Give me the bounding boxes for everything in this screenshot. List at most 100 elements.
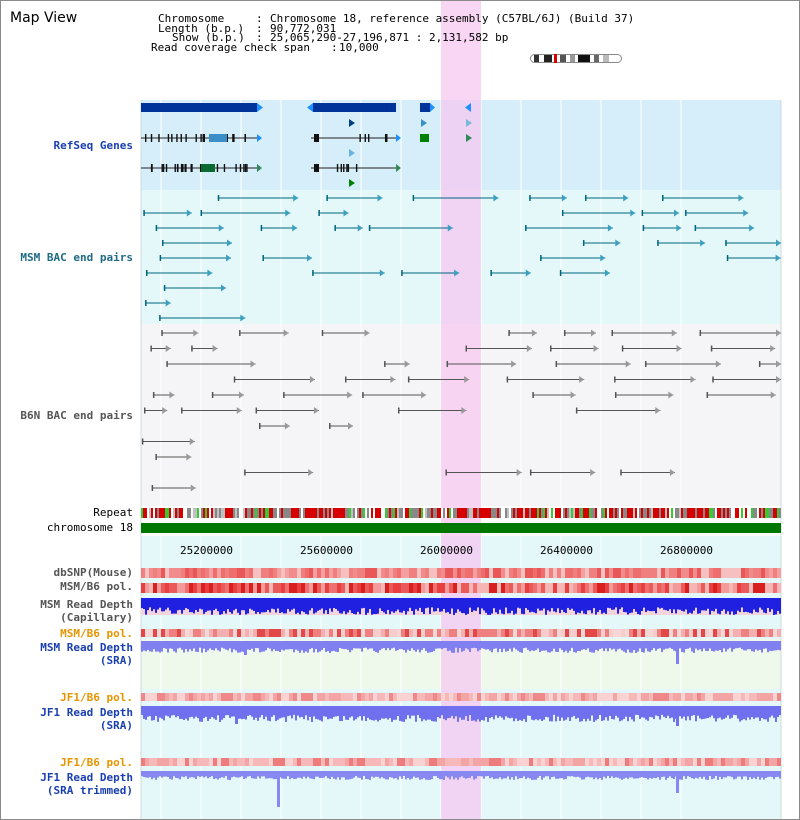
heat-cell (421, 568, 425, 578)
b6n-bac-label[interactable]: B6N BAC end pairs (20, 409, 133, 422)
heat-cell (153, 693, 157, 701)
depth-bar (541, 771, 543, 780)
heat-cell (261, 583, 265, 593)
bac-end (262, 255, 264, 261)
depth-bar (565, 641, 567, 651)
heat-cell (521, 693, 525, 701)
repeat-mark (525, 508, 527, 518)
bac-end (655, 407, 661, 414)
jf1-read-depth-sra-label[interactable]: JF1 Read Depth (40, 706, 133, 719)
depth-bar (673, 598, 675, 610)
repeat-mark (437, 508, 439, 518)
jf1-b6-pol-trimmed-label[interactable]: JF1/B6 pol. (60, 756, 133, 769)
depth-bar (657, 771, 659, 778)
repeat-mark (299, 508, 301, 518)
depth-bar (765, 641, 767, 649)
heat-cell (377, 583, 381, 593)
depth-bar (185, 598, 187, 609)
heat-cell (293, 629, 297, 637)
depth-bar (241, 771, 243, 777)
depth-bar (603, 598, 605, 613)
depth-bar (725, 771, 727, 778)
depth-bar (351, 771, 353, 779)
heat-cell (273, 758, 277, 766)
repeat-mark (651, 508, 653, 518)
bac-end (255, 407, 258, 414)
depth-bar (195, 641, 197, 652)
depth-bar (571, 598, 573, 609)
heat-cell (681, 629, 685, 637)
heat-cell (385, 758, 389, 766)
depth-bar (249, 706, 251, 716)
heat-cell (593, 693, 597, 701)
depth-bar (283, 598, 285, 614)
repeat-mark (679, 508, 681, 518)
depth-bar (765, 706, 767, 720)
repeat-mark (355, 508, 357, 518)
depth-bar (615, 641, 617, 652)
repeat-mark (675, 508, 677, 518)
repeat-mark (177, 508, 179, 518)
depth-bar (737, 771, 739, 777)
depth-bar (553, 771, 555, 777)
msm-read-depth-sra-label[interactable]: MSM Read Depth (40, 641, 133, 654)
depth-bar (579, 641, 581, 652)
refseq-genes-label[interactable]: RefSeq Genes (53, 139, 133, 152)
repeat-mark (143, 508, 145, 518)
depth-bar (723, 598, 725, 610)
bac-end (776, 329, 781, 337)
heat-cell (613, 629, 617, 637)
repeat-mark (695, 508, 697, 518)
repeat-mark (367, 508, 369, 518)
depth-bar (493, 771, 495, 780)
depth-bar (227, 706, 229, 715)
repeat-mark (387, 508, 389, 518)
depth-bar (413, 706, 415, 716)
exon (200, 134, 202, 142)
heat-cell (637, 629, 641, 637)
heat-cell (349, 693, 353, 701)
repeat-mark (709, 508, 711, 518)
depth-bar (183, 771, 185, 778)
depth-bar (449, 771, 451, 780)
repeat-mark (423, 508, 425, 518)
depth-bar (363, 641, 365, 648)
repeat-mark (265, 508, 267, 518)
depth-bar (611, 706, 613, 719)
exon (347, 164, 350, 172)
repeat-mark (559, 508, 561, 518)
bac-end (725, 240, 727, 246)
dbsnp-label[interactable]: dbSNP(Mouse) (53, 566, 133, 579)
bac-end (165, 345, 171, 352)
depth-bar (167, 706, 169, 717)
repeat-mark (291, 508, 293, 518)
depth-bar (683, 771, 685, 777)
heat-cell (573, 693, 577, 701)
depth-bar (449, 598, 451, 614)
repeat-mark (463, 508, 465, 518)
depth-bar (639, 706, 641, 719)
depth-bar (707, 641, 709, 652)
heat-cell (441, 693, 445, 701)
heat-cell (169, 583, 173, 593)
heat-cell (441, 758, 445, 766)
heat-cell (661, 568, 665, 578)
repeat-mark (743, 508, 745, 518)
chromosome-ideogram[interactable] (530, 54, 622, 63)
depth-bar (629, 771, 631, 778)
depth-bar (339, 641, 341, 649)
depth-bar (149, 771, 151, 778)
heat-cell (433, 568, 437, 578)
jf1-read-depth-trimmed-label[interactable]: JF1 Read Depth (40, 771, 133, 784)
depth-bar (239, 598, 241, 615)
msm-read-depth-capillary-label[interactable]: MSM Read Depth (40, 598, 133, 611)
msm-bac-label[interactable]: MSM BAC end pairs (20, 251, 133, 264)
msm-b6-pol-sra-label[interactable]: MSM/B6 pol. (60, 627, 133, 640)
msm-b6-pol-label[interactable]: MSM/B6 pol. (60, 580, 133, 593)
heat-cell (201, 583, 205, 593)
jf1-b6-pol-label[interactable]: JF1/B6 pol. (60, 691, 133, 704)
depth-bar (731, 771, 733, 778)
heat-cell (265, 629, 269, 637)
repeat-mark (475, 508, 477, 518)
